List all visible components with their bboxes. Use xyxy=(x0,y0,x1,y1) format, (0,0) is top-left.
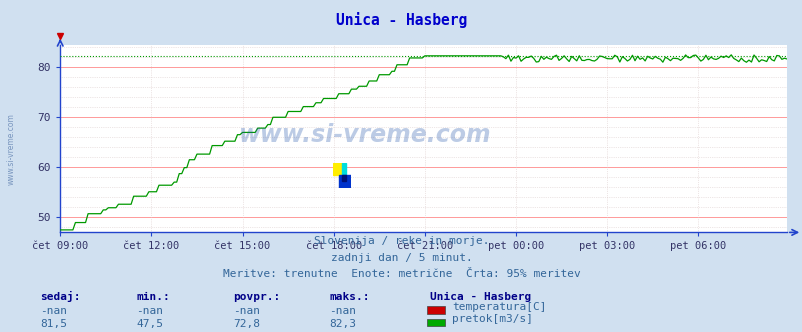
Bar xyxy=(339,175,350,188)
Text: www.si-vreme.com: www.si-vreme.com xyxy=(239,123,491,147)
Text: Slovenija / reke in morje.: Slovenija / reke in morje. xyxy=(314,236,488,246)
Text: maks.:: maks.: xyxy=(329,292,369,302)
Text: Meritve: trenutne  Enote: metrične  Črta: 95% meritev: Meritve: trenutne Enote: metrične Črta: … xyxy=(222,269,580,279)
Text: Unica - Hasberg: Unica - Hasberg xyxy=(429,292,530,302)
Text: 81,5: 81,5 xyxy=(40,319,67,329)
Text: min.:: min.: xyxy=(136,292,170,302)
Text: 47,5: 47,5 xyxy=(136,319,164,329)
Text: temperatura[C]: temperatura[C] xyxy=(452,302,546,312)
Bar xyxy=(342,175,346,181)
Text: Unica - Hasberg: Unica - Hasberg xyxy=(335,12,467,28)
Text: sedaj:: sedaj: xyxy=(40,291,80,302)
Text: pretok[m3/s]: pretok[m3/s] xyxy=(452,314,533,324)
Bar xyxy=(342,163,346,175)
Text: -nan: -nan xyxy=(136,306,164,316)
Bar xyxy=(333,163,342,175)
Text: povpr.:: povpr.: xyxy=(233,292,280,302)
Text: zadnji dan / 5 minut.: zadnji dan / 5 minut. xyxy=(330,253,472,263)
Text: -nan: -nan xyxy=(233,306,260,316)
Text: 82,3: 82,3 xyxy=(329,319,356,329)
Text: -nan: -nan xyxy=(329,306,356,316)
Text: www.si-vreme.com: www.si-vreme.com xyxy=(6,114,15,185)
Text: 72,8: 72,8 xyxy=(233,319,260,329)
Text: -nan: -nan xyxy=(40,306,67,316)
